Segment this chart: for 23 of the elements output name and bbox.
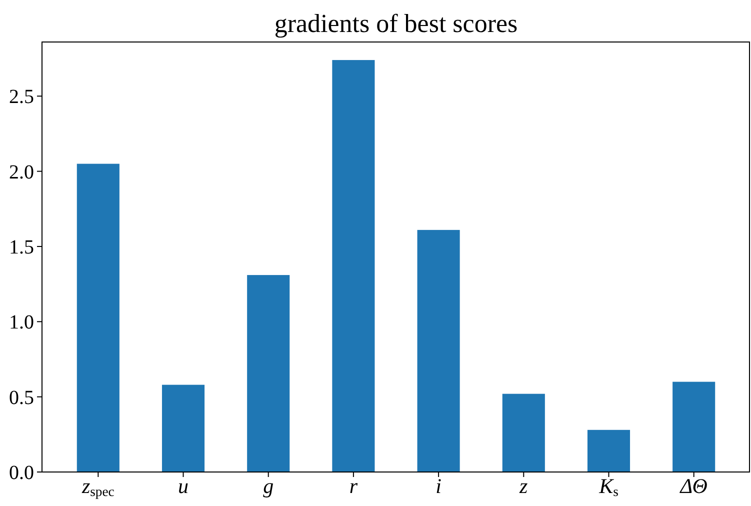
bar bbox=[247, 275, 290, 472]
chart-title: gradients of best scores bbox=[274, 9, 518, 38]
x-tick-label: u bbox=[178, 474, 189, 498]
x-tick-label: K$_{s}$ bbox=[598, 474, 618, 499]
x-tick-label: i bbox=[436, 474, 442, 498]
y-tick-label: 2.0 bbox=[9, 161, 34, 184]
y-tick-label: 0.0 bbox=[9, 462, 34, 484]
bar bbox=[587, 430, 630, 472]
bar bbox=[76, 164, 120, 472]
bar bbox=[332, 60, 375, 472]
bar bbox=[162, 384, 205, 472]
bar bbox=[417, 230, 460, 472]
x-tick-label: z$_{spec}$ bbox=[80, 474, 114, 499]
x-tick-label: z bbox=[518, 474, 528, 498]
bar bbox=[502, 394, 545, 472]
y-tick-label: 1.0 bbox=[9, 312, 34, 334]
x-tick-label: r bbox=[349, 474, 358, 498]
bar bbox=[672, 382, 716, 472]
y-tick-label: 0.5 bbox=[9, 386, 34, 409]
y-tick-label: 1.5 bbox=[9, 236, 34, 258]
x-tick-label: ΔΘ bbox=[679, 474, 708, 498]
x-tick-label: g bbox=[263, 474, 274, 498]
y-tick-label: 2.5 bbox=[9, 86, 34, 108]
